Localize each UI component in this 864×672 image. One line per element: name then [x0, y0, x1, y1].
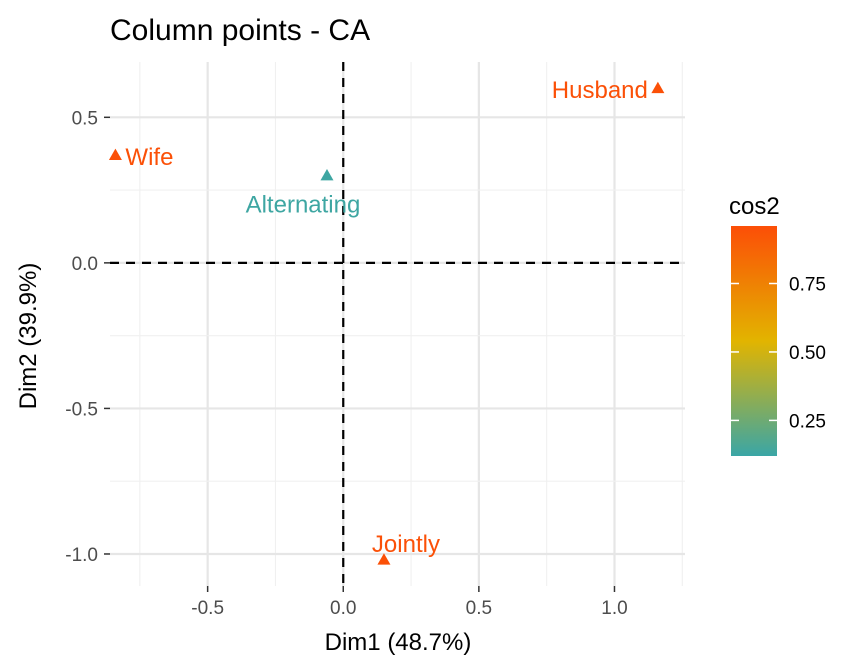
chart-title: Column points - CA [110, 14, 370, 47]
x-axis-label: Dim1 (48.7%) [325, 629, 472, 656]
legend-title: cos2 [729, 193, 780, 220]
y-axis: -1.0 -0.5 0.0 0.5 [65, 108, 110, 566]
point-label: Alternating [246, 192, 361, 219]
x-tick-label: 1.0 [601, 598, 627, 619]
y-tick-label: 0.5 [72, 108, 98, 129]
legend-colorbar [731, 226, 777, 456]
point-marker [108, 148, 122, 161]
legend-tick-label: 0.75 [789, 275, 826, 296]
y-tick-label: -1.0 [65, 545, 98, 566]
point-marker [320, 169, 334, 181]
legend-tick-label: 0.25 [789, 411, 826, 432]
point-label: Wife [125, 144, 173, 171]
legend: cos2 0.25 0.50 0.75 [729, 193, 826, 456]
point-marker [651, 81, 665, 94]
point-label: Jointly [372, 531, 440, 558]
point-label: Husband [552, 77, 648, 104]
data-points: Wife Alternating Husband Jointly [108, 77, 665, 565]
x-tick-label: -0.5 [191, 598, 224, 619]
y-tick-label: 0.0 [72, 254, 98, 275]
x-tick-label: 0.0 [330, 598, 356, 619]
legend-tick-label: 0.50 [789, 343, 826, 364]
point-marker [377, 553, 391, 565]
reference-lines [110, 62, 685, 586]
y-axis-label: Dim2 (39.9%) [15, 263, 42, 410]
grid [110, 62, 685, 586]
x-tick-label: 0.5 [466, 598, 492, 619]
x-axis: -0.5 0.0 0.5 1.0 [191, 586, 628, 619]
y-tick-label: -0.5 [65, 399, 98, 420]
